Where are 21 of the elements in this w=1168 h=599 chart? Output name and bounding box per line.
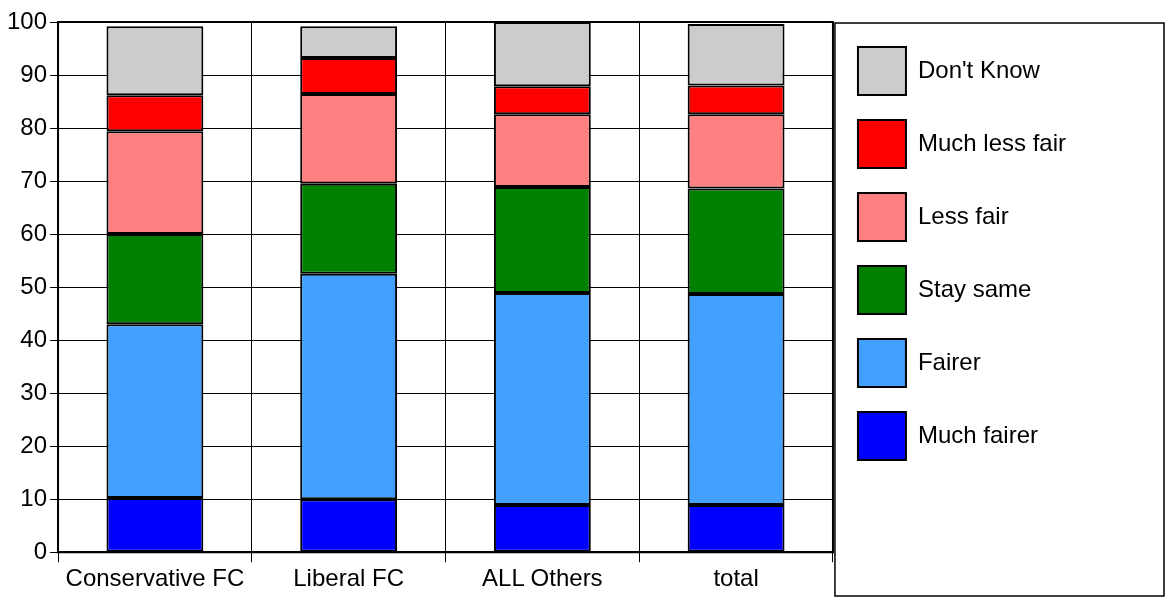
y-tick-label: 70: [20, 165, 48, 193]
y-tick-label: 90: [20, 59, 48, 87]
y-tick-label: 80: [20, 112, 48, 140]
x-tick-label: total: [713, 564, 759, 592]
x-tick-label: Conservative FC: [65, 564, 245, 592]
y-tick-label: 30: [20, 377, 48, 405]
y-tick-label: 60: [20, 218, 48, 246]
legend-label: Don't Know: [917, 55, 1041, 83]
y-tick-label: 0: [33, 536, 48, 564]
y-tick-label: 50: [20, 271, 48, 299]
y-tick-label: 100: [7, 6, 48, 34]
legend-label: Much fairer: [917, 420, 1038, 448]
y-tick-label: 10: [20, 483, 48, 511]
x-tick-label: ALL Others: [482, 564, 603, 592]
y-tick-label: 40: [20, 324, 48, 352]
legend-label: Much less fair: [917, 128, 1067, 156]
x-tick-label: Liberal FC: [293, 564, 404, 592]
y-tick-label: 20: [20, 430, 48, 458]
legend-label: Less fair: [917, 201, 1009, 229]
legend-label: Fairer: [917, 347, 981, 375]
legend-label: Stay same: [917, 274, 1032, 302]
